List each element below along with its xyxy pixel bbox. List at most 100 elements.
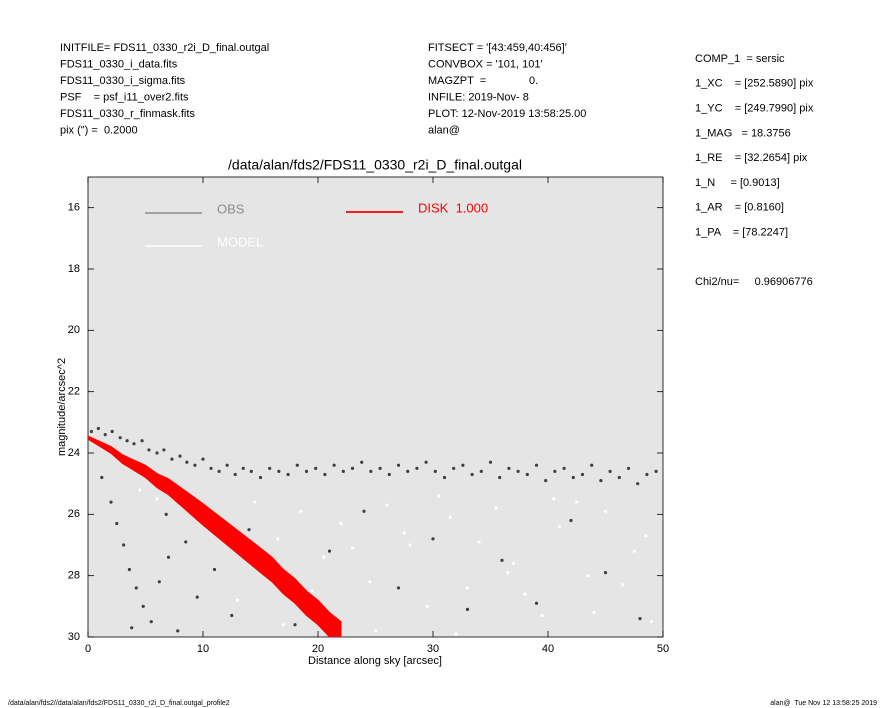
point [127,567,131,572]
header-right-line: COMP_1 = sersic [695,53,785,65]
header-middle-line: FITSECT = '[43:459,40:456]' [428,42,567,54]
point [368,580,372,584]
header-right-line: 1_N = [0.9013] [695,177,780,189]
x-tick-label: 20 [312,643,324,655]
point [465,607,470,612]
header-left-line: FDS11_0330_i_data.fits [60,58,178,70]
point [465,586,470,590]
point [385,503,389,507]
marks [88,426,658,637]
point [118,436,122,440]
point [544,479,548,483]
point [534,463,539,467]
point [293,623,297,627]
point [534,601,539,605]
point [562,466,566,470]
header-right-line: 1_PA = [78.2247] [695,227,788,239]
point [362,509,366,513]
point [360,460,364,464]
header-middle-line: CONVBOX = '101, 101' [428,58,543,70]
point [140,439,144,443]
disk-band [88,435,342,637]
point [201,457,205,461]
point [241,466,245,470]
point [479,469,483,473]
y-tick-label: 22 [68,386,80,398]
point [193,463,197,467]
point [322,555,326,559]
point [378,466,382,470]
y-tick-label: 24 [68,447,80,459]
point [176,629,180,633]
point [314,466,318,470]
point [130,626,134,630]
point [649,620,654,624]
point [540,613,544,618]
x-tick-label: 0 [85,643,91,655]
point [115,521,119,526]
point [470,472,474,477]
point [350,546,355,550]
point [310,589,314,593]
point [477,540,481,544]
point [511,561,516,566]
y-tick-label: 26 [68,508,80,520]
header-right-line: 1_YC = [249.7990] pix [695,103,814,115]
point [575,500,579,504]
point [147,448,151,452]
point [212,567,217,572]
header-middle-line: alan@ [428,124,460,136]
point [339,521,343,526]
point [454,632,458,636]
point [233,472,237,477]
point [448,515,452,520]
point [553,469,557,473]
point [295,463,299,467]
point [170,457,174,461]
legend-label: DISK 1.000 [418,200,488,215]
point [299,509,303,513]
chi2: Chi2/nu= 0.96906776 [695,276,813,288]
footer-left: /data/alan/fds2//data/alan/fds2/FDS11_03… [8,700,230,707]
point [138,488,142,492]
point [327,549,332,553]
point [500,558,504,562]
y-tick-label: 20 [68,324,80,336]
point [621,583,625,587]
header-middle-line: INFILE: 2019-Nov- 8 [428,91,529,103]
point [632,549,636,553]
point [332,463,336,467]
x-tick-label: 30 [427,643,439,655]
point [281,623,286,627]
point [415,466,419,470]
point [569,518,573,523]
point [341,469,345,473]
point [396,463,401,467]
x-axis-label: Distance along sky [arcsec] [308,655,442,667]
point [323,472,327,477]
header-left-line: INITFILE= FDS11_0330_r2i_D_final.outgal [60,42,269,54]
point [516,469,520,473]
point [488,460,493,464]
point [122,543,126,547]
point [523,592,527,596]
y-axis-label: magnitude/arcsec^2 [56,358,68,456]
point [557,525,562,529]
point [96,426,100,431]
point [617,475,621,480]
point [134,586,138,590]
x-tick-label: 40 [542,643,554,655]
point [433,469,437,473]
point [494,506,498,510]
point [571,475,575,480]
point [103,433,107,437]
point [608,469,612,473]
header-middle-line: PLOT: 12-Nov-2019 13:58:25.00 [428,108,586,120]
header-right-line: 1_RE = [32.2654] pix [695,152,808,164]
point [402,531,406,535]
point [431,537,435,541]
point [195,595,199,599]
point [626,466,631,470]
y-tick-label: 16 [68,202,80,214]
point [141,604,145,608]
